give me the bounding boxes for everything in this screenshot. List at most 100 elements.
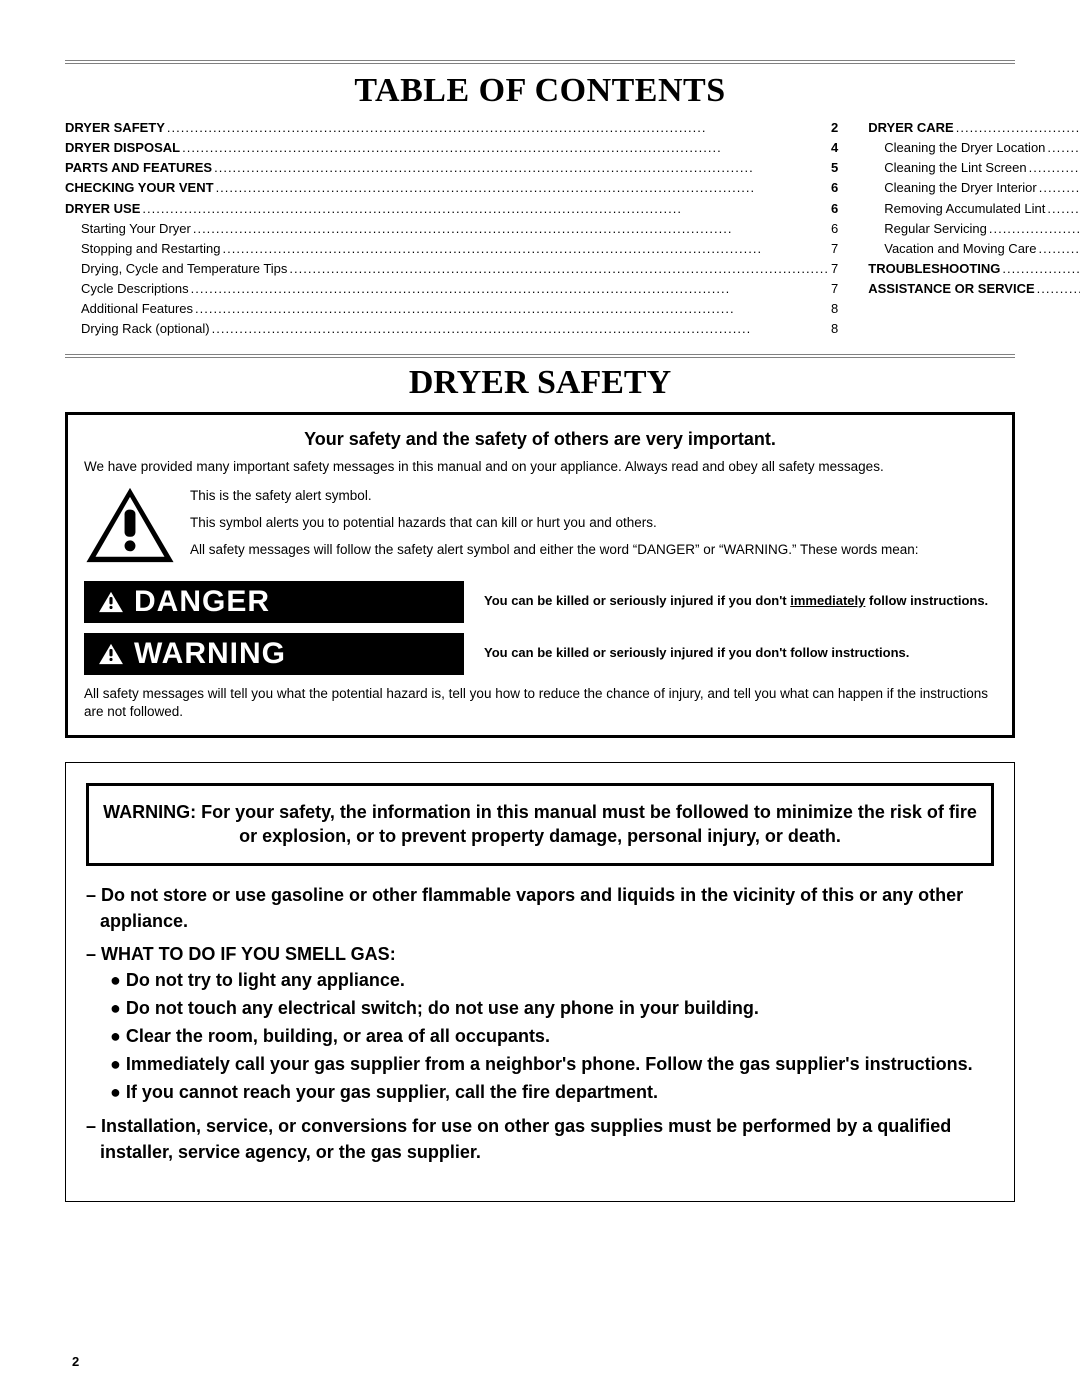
alert-line-1: This is the safety alert symbol.: [190, 486, 919, 507]
toc-entry: CHECKING YOUR VENT6: [65, 178, 838, 198]
toc-entry-page: 8: [831, 299, 838, 319]
toc-entry: Cycle Descriptions 7: [65, 279, 838, 299]
toc-leader-dots: [214, 158, 829, 178]
safety-heading: Your safety and the safety of others are…: [84, 429, 996, 450]
toc-entry-page: 7: [831, 239, 838, 259]
toc-entry: Stopping and Restarting 7: [65, 239, 838, 259]
toc-entry: DRYER DISPOSAL 4: [65, 138, 838, 158]
danger-description: You can be killed or seriously injured i…: [484, 593, 988, 610]
toc-entry: Starting Your Dryer 6: [65, 219, 838, 239]
toc-entry: DRYER SAFETY 2: [65, 118, 838, 138]
safety-follow-text: All safety messages will tell you what t…: [84, 685, 996, 721]
toc-entry: ASSISTANCE OR SERVICE12: [868, 279, 1080, 299]
danger-word: DANGER: [134, 585, 270, 619]
warning-triangle-icon: [98, 642, 124, 666]
toc-entry: DRYER CARE9: [868, 118, 1080, 138]
smell-gas-bullet: ● Do not touch any electrical switch; do…: [110, 995, 994, 1021]
toc-entry-label: Drying Rack (optional): [81, 319, 210, 339]
toc-leader-dots: [989, 219, 1080, 239]
table-of-contents: DRYER SAFETY2DRYER DISPOSAL4PARTS AND FE…: [65, 118, 1015, 340]
toc-entry-label: TROUBLESHOOTING: [868, 259, 1000, 279]
toc-entry-label: Removing Accumulated Lint: [884, 199, 1045, 219]
toc-entry-label: ASSISTANCE OR SERVICE: [868, 279, 1034, 299]
dryer-safety-title: DRYER SAFETY: [65, 364, 1015, 402]
toc-entry: PARTS AND FEATURES 5: [65, 158, 838, 178]
toc-entry-label: DRYER USE: [65, 199, 140, 219]
toc-leader-dots: [195, 299, 829, 319]
toc-entry: Cleaning the Dryer Interior9: [868, 178, 1080, 198]
gas-warning-box-text: WARNING: For your safety, the informatio…: [101, 800, 979, 849]
warning-badge: WARNING: [84, 633, 464, 675]
toc-entry: Cleaning the Lint Screen9: [868, 158, 1080, 178]
toc-leader-dots: [191, 279, 829, 299]
toc-column-left: DRYER SAFETY2DRYER DISPOSAL4PARTS AND FE…: [65, 118, 838, 340]
safety-alert-row: This is the safety alert symbol. This sy…: [84, 486, 996, 567]
smell-gas-bullet: ● Clear the room, building, or area of a…: [110, 1023, 994, 1049]
safety-alert-text: This is the safety alert symbol. This sy…: [190, 486, 919, 567]
toc-entry-page: 5: [831, 158, 838, 178]
toc-entry-page: 6: [831, 219, 838, 239]
top-horizontal-rule: [65, 60, 1015, 64]
warning-description: You can be killed or seriously injured i…: [484, 645, 909, 662]
warning-triangle-icon: [98, 590, 124, 614]
gas-warning-item-1: – Do not store or use gasoline or other …: [86, 882, 994, 934]
alert-line-3: All safety messages will follow the safe…: [190, 540, 919, 561]
smell-gas-bullet-list: ● Do not try to light any appliance.● Do…: [86, 967, 994, 1105]
safety-intro-text: We have provided many important safety m…: [84, 458, 996, 476]
toc-entry: Removing Accumulated Lint9: [868, 199, 1080, 219]
danger-badge: DANGER: [84, 581, 464, 623]
toc-leader-dots: [212, 319, 829, 339]
gas-warning-outer-box: WARNING: For your safety, the informatio…: [65, 762, 1015, 1202]
toc-entry-label: Starting Your Dryer: [81, 219, 191, 239]
toc-entry: Additional Features 8: [65, 299, 838, 319]
toc-column-right: DRYER CARE9Cleaning the Dryer Location9C…: [868, 118, 1080, 340]
toc-entry-page: 7: [831, 279, 838, 299]
toc-entry-label: Additional Features: [81, 299, 193, 319]
toc-entry: TROUBLESHOOTING10: [868, 259, 1080, 279]
toc-entry-label: Cycle Descriptions: [81, 279, 189, 299]
toc-entry: Drying, Cycle and Temperature Tips7: [65, 259, 838, 279]
toc-entry-label: Drying, Cycle and Temperature Tips: [81, 259, 287, 279]
toc-leader-dots: [1047, 199, 1080, 219]
gas-warning-item-2: – Installation, service, or conversions …: [86, 1113, 994, 1165]
toc-entry-label: Cleaning the Lint Screen: [884, 158, 1026, 178]
toc-leader-dots: [216, 178, 829, 198]
toc-entry-label: Stopping and Restarting: [81, 239, 220, 259]
gas-warning-inner-box: WARNING: For your safety, the informatio…: [86, 783, 994, 866]
toc-leader-dots: [956, 118, 1080, 138]
toc-entry: Regular Servicing10: [868, 219, 1080, 239]
toc-entry-page: 2: [831, 118, 838, 138]
toc-entry: Cleaning the Dryer Location9: [868, 138, 1080, 158]
toc-leader-dots: [182, 138, 829, 158]
toc-entry-label: DRYER DISPOSAL: [65, 138, 180, 158]
toc-entry-label: DRYER CARE: [868, 118, 953, 138]
smell-gas-bullet: ● Immediately call your gas supplier fro…: [110, 1051, 994, 1077]
alert-line-2: This symbol alerts you to potential haza…: [190, 513, 919, 534]
toc-entry: DRYER USE 6: [65, 199, 838, 219]
toc-entry-label: DRYER SAFETY: [65, 118, 165, 138]
toc-leader-dots: [1047, 138, 1080, 158]
toc-leader-dots: [167, 118, 829, 138]
safety-info-box: Your safety and the safety of others are…: [65, 412, 1015, 738]
toc-entry-label: Vacation and Moving Care: [884, 239, 1036, 259]
danger-row: DANGER You can be killed or seriously in…: [84, 581, 996, 623]
warning-word: WARNING: [134, 637, 286, 671]
toc-entry-label: Regular Servicing: [884, 219, 987, 239]
toc-leader-dots: [1039, 239, 1080, 259]
smell-gas-bullet: ● If you cannot reach your gas supplier,…: [110, 1079, 994, 1105]
toc-entry-label: PARTS AND FEATURES: [65, 158, 212, 178]
toc-leader-dots: [1002, 259, 1080, 279]
toc-leader-dots: [193, 219, 829, 239]
page-number: 2: [72, 1354, 79, 1369]
toc-leader-dots: [1037, 279, 1080, 299]
toc-entry-label: CHECKING YOUR VENT: [65, 178, 214, 198]
toc-leader-dots: [142, 199, 829, 219]
section-horizontal-rule: [65, 354, 1015, 358]
toc-leader-dots: [1029, 158, 1080, 178]
smell-gas-heading: – WHAT TO DO IF YOU SMELL GAS:: [86, 944, 994, 965]
toc-entry: Drying Rack (optional)8: [65, 319, 838, 339]
toc-entry-page: 6: [831, 199, 838, 219]
toc-entry: Vacation and Moving Care10: [868, 239, 1080, 259]
smell-gas-bullet: ● Do not try to light any appliance.: [110, 967, 994, 993]
toc-entry-page: 4: [831, 138, 838, 158]
